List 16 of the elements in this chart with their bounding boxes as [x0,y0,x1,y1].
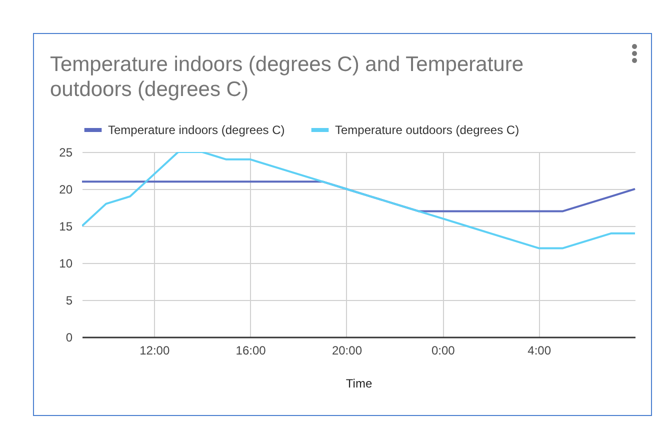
y-tick-label: 10 [59,256,73,270]
x-axis-title: Time [346,376,372,390]
y-tick-label: 5 [66,294,73,308]
x-tick-label: 0:00 [431,344,456,358]
x-tick-label: 12:00 [140,344,170,358]
chart-title: Temperature indoors (degrees C) and Temperature outdoors (degrees C) [50,52,525,102]
y-tick-label: 25 [59,146,73,160]
line-series [82,152,635,250]
x-tick-label: 16:00 [236,344,266,358]
legend-label: Temperature indoors (degrees C) [108,123,285,137]
y-tick-label: 15 [59,220,73,234]
y-tick-label: 20 [59,182,73,196]
x-tick-label: 20:00 [332,344,362,358]
y-tick-label: 0 [66,330,73,344]
x-tick-label: 4:00 [528,344,552,358]
legend-label: Temperature outdoors (degrees C) [335,123,520,137]
